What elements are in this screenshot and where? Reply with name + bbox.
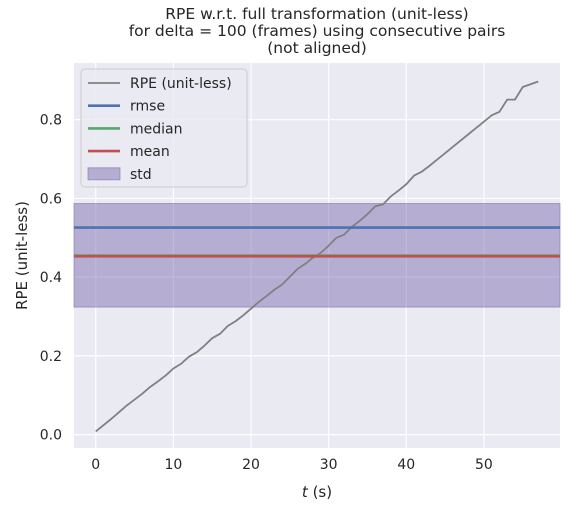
x-tick-label: 40 [397, 457, 415, 473]
chart-title-line: (not aligned) [267, 39, 367, 57]
x-tick-label: 10 [164, 457, 182, 473]
legend-swatch-std [87, 167, 121, 181]
legend-label: RPE (unit-less) [130, 76, 232, 92]
stat-lines-layer [74, 226, 560, 258]
y-tick-label: 0.0 [40, 428, 62, 444]
legend: RPE (unit-less) rmse median mean std [80, 68, 248, 188]
x-tick-label: 20 [242, 457, 260, 473]
x-axis-label-variable: t [302, 483, 309, 501]
x-tick-label: 30 [320, 457, 338, 473]
y-axis-label: RPE (unit-less) [13, 201, 31, 310]
chart-title-line: RPE w.r.t. full transformation (unit-les… [165, 5, 468, 23]
legend-label: mean [130, 144, 170, 160]
y-tick-label: 0.8 [40, 113, 62, 129]
legend-label: std [130, 167, 152, 183]
y-tick-labels: 0.0 0.2 0.4 0.6 0.8 [40, 113, 62, 444]
legend-label: rmse [130, 99, 165, 115]
chart-title: RPE w.r.t. full transformation (unit-les… [129, 5, 506, 57]
legend-box [80, 68, 248, 188]
y-tick-label: 0.6 [40, 191, 62, 207]
chart-title-line: for delta = 100 (frames) using consecuti… [129, 22, 506, 40]
x-axis-label-unit: (s) [308, 483, 332, 501]
y-tick-label: 0.4 [40, 270, 62, 286]
x-tick-label: 50 [475, 457, 493, 473]
y-tick-label: 0.2 [40, 349, 62, 365]
x-tick-labels: 0 10 20 30 40 50 [91, 457, 493, 473]
x-tick-label: 0 [91, 457, 100, 473]
legend-label: median [130, 121, 182, 137]
x-axis-label: t (s) [302, 483, 332, 501]
